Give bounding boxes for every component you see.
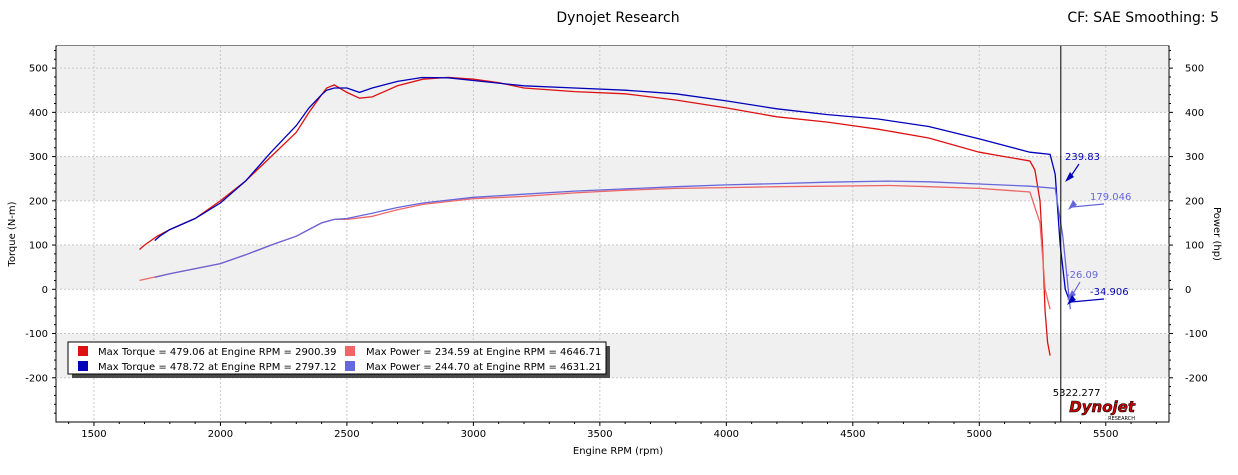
annotation-arrow	[1071, 203, 1105, 208]
y-right-tick-label: 300	[1185, 152, 1204, 163]
cursor-label: 5322.277	[1053, 388, 1101, 399]
y-right-tick-label: 200	[1185, 196, 1204, 207]
settings-label: CF: SAE Smoothing: 5	[1067, 10, 1219, 26]
y-left-tick-label: 300	[29, 152, 48, 163]
annotation-label: 239.83	[1065, 152, 1100, 163]
dynojet-logo: Dynojet RESEARCH	[1069, 398, 1136, 422]
legend-entry: Max Power = 234.59 at Engine RPM = 4646.…	[366, 347, 601, 358]
annotation-arrowhead	[1065, 172, 1074, 182]
y-right-tick-label: 0	[1185, 285, 1191, 296]
grid-band	[57, 156, 1168, 201]
series-line-1	[139, 76, 1051, 356]
annotation-label: 179.046	[1090, 192, 1131, 203]
legend: Max Torque = 479.06 at Engine RPM = 2900…	[67, 341, 610, 378]
annotation-arrowhead	[1068, 200, 1077, 210]
x-tick-label: 2500	[334, 429, 359, 440]
y-left-tick-label: 100	[29, 241, 48, 252]
legend-swatch	[345, 361, 355, 371]
series-layer	[139, 76, 1071, 356]
legend-swatch	[345, 346, 355, 356]
svg-text:RESEARCH: RESEARCH	[1108, 416, 1135, 422]
legend-entry: Max Power = 244.70 at Engine RPM = 4631.…	[366, 362, 601, 373]
y-left-tick-label: 200	[29, 196, 48, 207]
y-left-tick-label: 0	[42, 285, 48, 296]
series-line-2	[154, 76, 1071, 303]
annotation-label: -34.906	[1090, 287, 1129, 298]
chart-title: Dynojet Research	[556, 10, 679, 26]
y-right-tick-label: 400	[1185, 108, 1204, 119]
y-axis-left-title: Torque (N-m)	[7, 201, 18, 267]
y-right-tick-label: -100	[1185, 329, 1208, 340]
y-axis-right-title: Power (hp)	[1211, 207, 1222, 261]
annotation-arrowhead	[1067, 290, 1076, 300]
x-tick-label: 5500	[1093, 429, 1118, 440]
x-tick-label: 3500	[587, 429, 612, 440]
x-tick-label: 3000	[461, 429, 486, 440]
y-right-tick-label: 500	[1185, 64, 1204, 75]
axis-ticks: 1500 2000 2500 3000 3500 4000 4500 5000 5500-200…	[25, 49, 1208, 440]
legend-entry: Max Torque = 478.72 at Engine RPM = 2797…	[98, 362, 336, 373]
y-right-tick-label: 100	[1185, 241, 1204, 252]
legend-swatch	[78, 361, 88, 371]
x-tick-label: 4000	[714, 429, 739, 440]
annotation-label: -26.09	[1066, 270, 1098, 281]
grid-band	[57, 46, 1168, 69]
y-left-tick-label: -200	[25, 373, 48, 384]
y-left-tick-label: 500	[29, 64, 48, 75]
annotation-arrow	[1070, 298, 1105, 303]
y-left-tick-label: 400	[29, 108, 48, 119]
x-tick-label: 2000	[208, 429, 233, 440]
svg-text:Dynojet: Dynojet	[1069, 398, 1136, 416]
y-left-tick-label: -100	[25, 329, 48, 340]
cursor-layer: 5322.277	[1053, 46, 1101, 422]
x-tick-label: 5000	[967, 429, 992, 440]
legend-entry: Max Torque = 479.06 at Engine RPM = 2900…	[98, 347, 336, 358]
annotation-arrowhead	[1067, 295, 1076, 305]
x-tick-label: 1500	[81, 429, 106, 440]
grid-band	[57, 245, 1168, 290]
y-right-tick-label: -200	[1185, 373, 1208, 384]
x-axis-title: Engine RPM (rpm)	[573, 446, 663, 457]
x-tick-label: 4500	[840, 429, 865, 440]
legend-swatch	[78, 346, 88, 356]
series-line-4	[154, 180, 1071, 310]
annotation-layer: 239.83 179.046 -26.09 -34.906	[1065, 152, 1131, 305]
